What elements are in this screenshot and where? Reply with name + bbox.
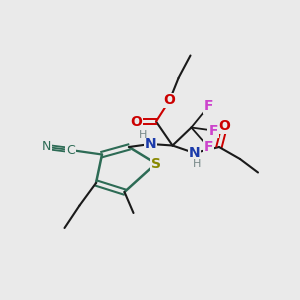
- Text: H: H: [193, 159, 202, 170]
- Text: C: C: [66, 143, 75, 157]
- Text: F: F: [204, 100, 213, 113]
- Text: F: F: [208, 124, 218, 137]
- Text: O: O: [130, 115, 142, 128]
- Text: O: O: [164, 94, 175, 107]
- Text: N: N: [42, 140, 51, 154]
- Text: O: O: [218, 119, 230, 133]
- Text: F: F: [204, 140, 213, 154]
- Text: N: N: [145, 137, 156, 151]
- Text: H: H: [139, 130, 147, 140]
- Text: S: S: [151, 157, 161, 170]
- Text: N: N: [189, 146, 200, 160]
